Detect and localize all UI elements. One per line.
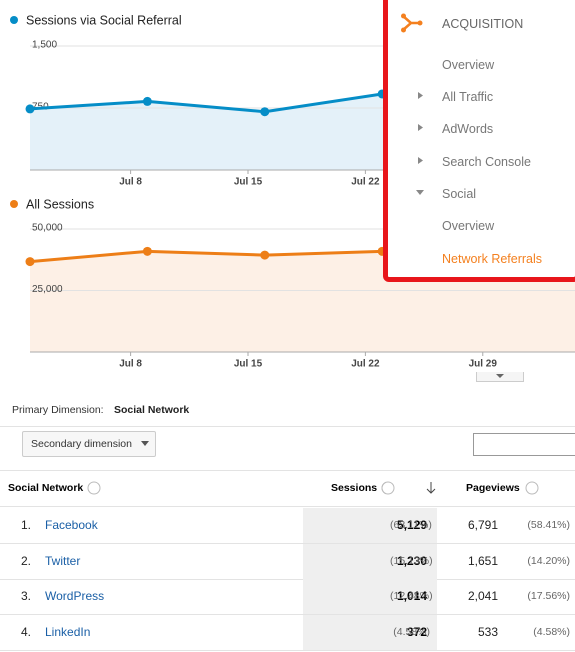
dropdown-arrow xyxy=(141,441,149,446)
network-link[interactable]: WordPress xyxy=(45,589,105,603)
y-tick-label: 1,500 xyxy=(32,40,57,51)
expand-arrow xyxy=(496,374,504,378)
search-box[interactable] xyxy=(473,433,575,456)
pageviews-pct: (14.20%) xyxy=(527,554,570,567)
sessions-value: 1,014 xyxy=(396,589,427,603)
pageviews-pct: (4.58%) xyxy=(533,625,570,638)
header-icons-2 xyxy=(381,481,539,495)
table-row: 3. WordPress 1,014 (12.48%) 2,041 (17.56%) xyxy=(0,579,575,615)
y-tick-label: 50,000 xyxy=(32,223,63,234)
x-tick-label: Jul 15 xyxy=(234,177,263,188)
pageviews-value: 1,651 xyxy=(467,553,498,568)
table-header: Social Network Sessions Pageviews xyxy=(0,470,575,507)
x-tick-label: Jul 8 xyxy=(119,177,142,188)
menu-item[interactable]: Social xyxy=(442,187,477,201)
sessions-cell-bg xyxy=(303,508,437,543)
network-link[interactable]: Facebook xyxy=(45,518,98,532)
divider xyxy=(0,426,575,427)
sessions-cell-bg xyxy=(303,614,437,650)
menu-item[interactable]: AdWords xyxy=(442,122,494,136)
sessions-pct: (15.13%) xyxy=(390,554,433,567)
x-tick-label: Jul 29 xyxy=(469,359,498,370)
menu-item[interactable]: Overview xyxy=(442,219,495,233)
point xyxy=(260,250,270,260)
point xyxy=(260,107,270,117)
header-icons xyxy=(87,481,386,495)
menu-arrows xyxy=(416,92,424,195)
secondary-dimension-button[interactable]: Secondary dimension xyxy=(22,431,156,457)
row-index: 2. xyxy=(21,553,32,568)
x-tick-label: Jul 8 xyxy=(119,359,142,370)
legend-dot xyxy=(10,16,18,24)
menu-item-active[interactable]: Network Referrals xyxy=(442,252,543,266)
x-tick-label: Jul 22 xyxy=(351,359,380,370)
header-cell[interactable]: Sessions xyxy=(331,482,378,494)
point xyxy=(25,257,35,267)
network-link[interactable]: LinkedIn xyxy=(45,624,91,639)
row-index: 4. xyxy=(21,624,32,639)
expand-handle[interactable] xyxy=(476,372,524,382)
pageviews-value: 533 xyxy=(477,624,498,639)
pageviews-value: 2,041 xyxy=(467,589,498,603)
legend-dot xyxy=(10,200,18,208)
primary-dimension-value[interactable]: Social Network xyxy=(114,404,190,416)
menu-section[interactable]: ACQUISITION xyxy=(442,17,524,31)
primary-dimension-label: Primary Dimension: xyxy=(12,404,104,416)
point xyxy=(25,104,35,114)
point xyxy=(142,96,152,106)
row-index: 1. xyxy=(21,518,32,532)
sessions-value: 372 xyxy=(406,624,427,639)
sessions-pct: (4.58%) xyxy=(393,625,430,638)
header-cell[interactable]: Pageviews xyxy=(466,482,520,494)
pageviews-value: 6,791 xyxy=(467,518,498,532)
x-tick-label: Jul 22 xyxy=(351,177,380,188)
y-tick-label: 25,000 xyxy=(32,284,63,295)
acquisition-icon xyxy=(401,13,423,33)
sessions-pct: (12.48%) xyxy=(390,590,433,602)
menu-item[interactable]: All Traffic xyxy=(442,90,494,104)
sessions-cell-bg xyxy=(303,543,437,579)
sessions-value: 5,129 xyxy=(396,518,427,532)
sessions-pct: (63.11%) xyxy=(390,519,432,531)
x-tick-label: Jul 15 xyxy=(234,359,263,370)
pageviews-pct: (17.56%) xyxy=(527,590,570,602)
table-row: 1. Facebook 5,129 (63.11%) 6,791 (58.41%) xyxy=(0,508,575,544)
network-link[interactable]: Twitter xyxy=(45,553,81,568)
menu-item[interactable]: Overview xyxy=(442,58,495,72)
header-cell: Social Network xyxy=(8,482,84,494)
line xyxy=(29,92,383,114)
pageviews-pct: (58.41%) xyxy=(527,519,570,531)
point xyxy=(142,246,152,256)
secondary-dimension-text: Secondary dimension xyxy=(31,438,132,450)
row-index: 3. xyxy=(21,589,32,603)
sessions-value: 1,230 xyxy=(396,553,427,568)
side-menu: ACQUISITION Overview All Traffic AdWords… xyxy=(383,0,575,282)
table-row: 2. Twitter 1,230 (15.13%) 1,651 (14.20%) xyxy=(0,543,575,580)
sessions-cell-bg xyxy=(303,579,437,614)
table-row: 4. LinkedIn 372 (4.58%) 533 (4.58%) xyxy=(0,614,575,651)
menu-item[interactable]: Search Console xyxy=(442,155,531,169)
legend-label: All Sessions xyxy=(26,197,94,211)
line xyxy=(29,249,383,264)
legend-label: Sessions via Social Referral xyxy=(26,13,182,27)
